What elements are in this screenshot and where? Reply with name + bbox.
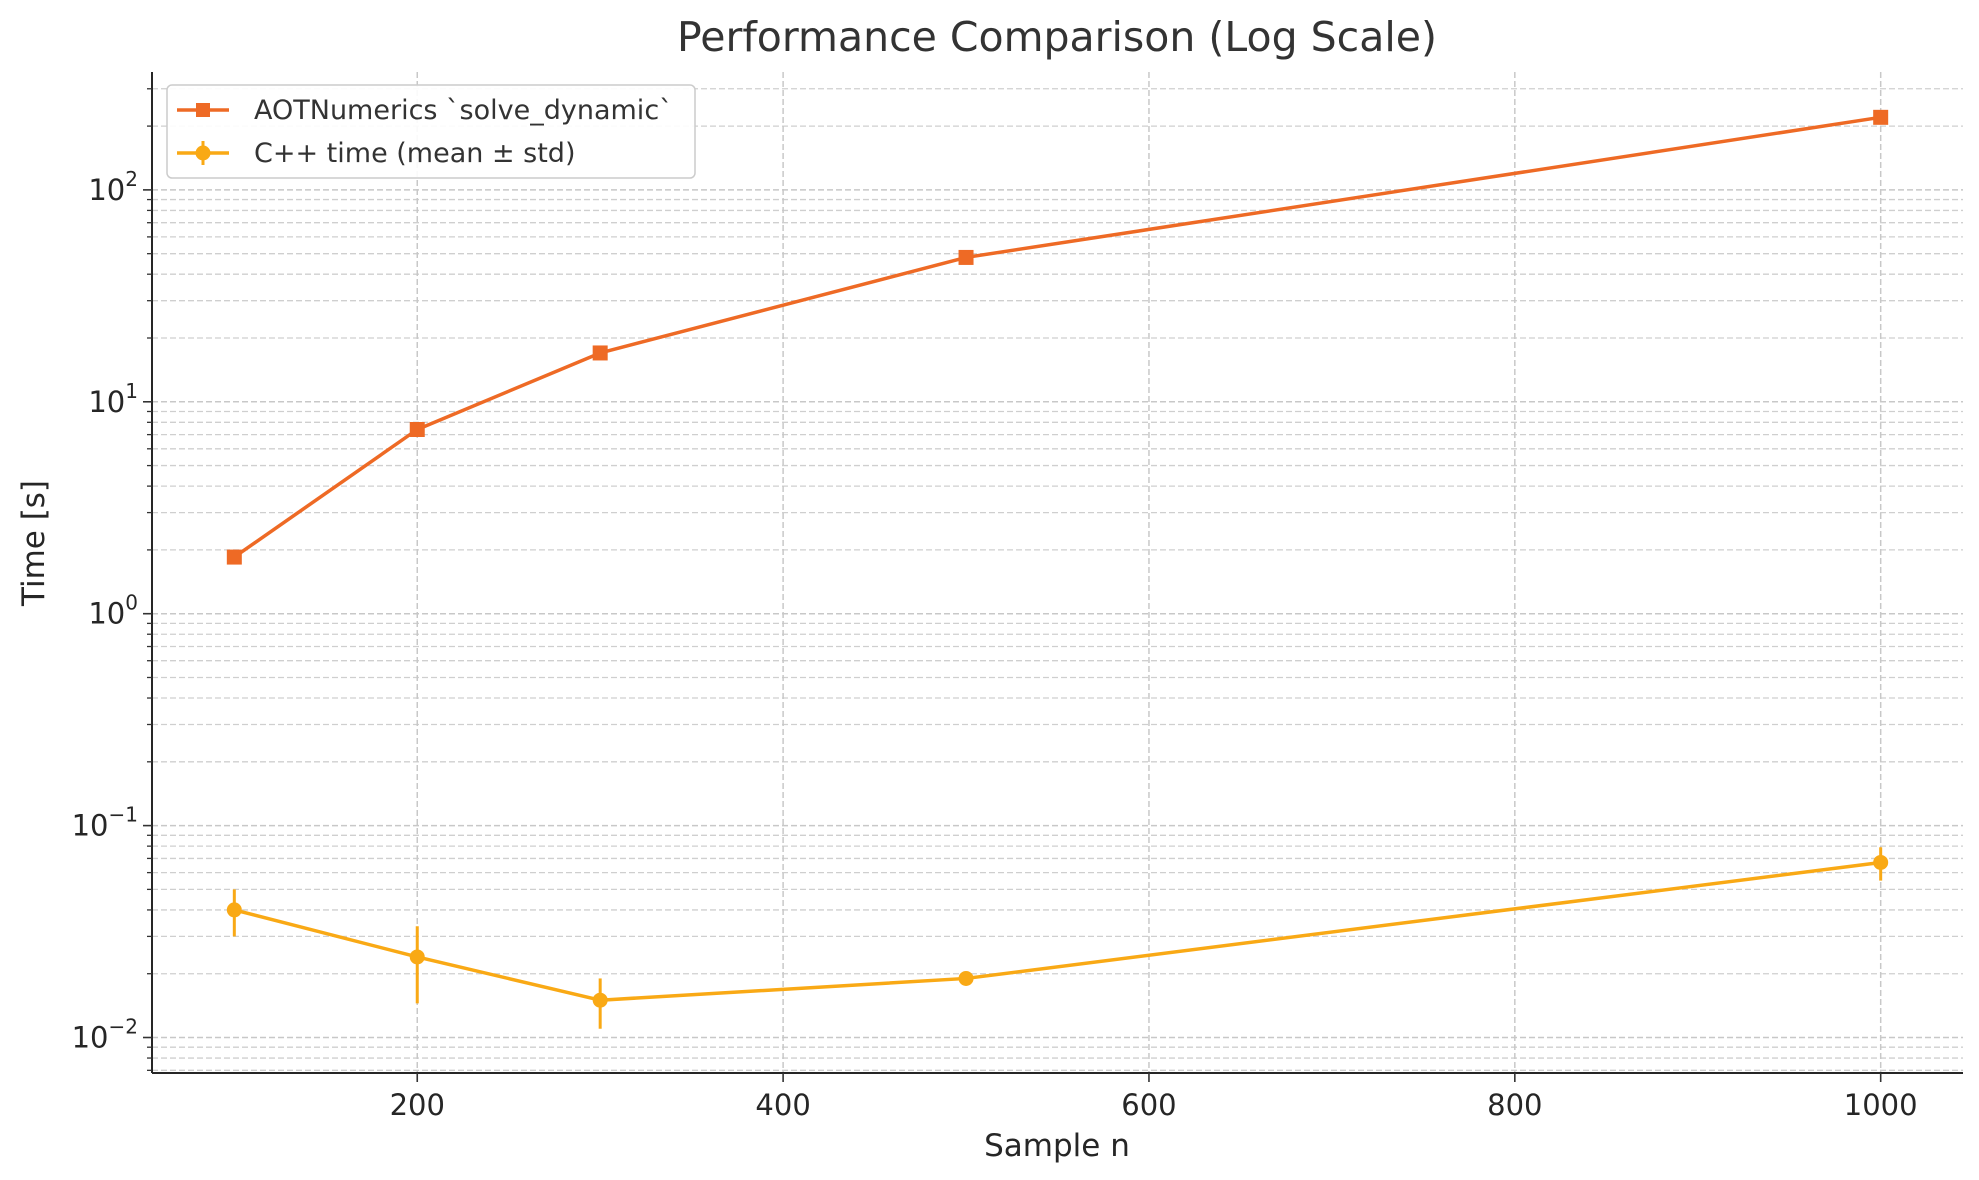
- legend-marker-circle: [195, 145, 211, 161]
- data-point-square: [958, 249, 974, 265]
- legend-label-1: C++ time (mean ± std): [254, 138, 575, 169]
- data-point-circle: [592, 992, 608, 1008]
- x-tick-label: 600: [1121, 1088, 1176, 1122]
- axes-layer: [151, 72, 1963, 1074]
- series-line-0: [233, 115, 1881, 559]
- y-axis-label: Time [s]: [16, 480, 52, 607]
- ticks-layer: 10−2 10−1 100 101 102 200 400 600 800 1000: [72, 88, 1918, 1122]
- grid-layer: [152, 72, 1963, 1073]
- y-tick-label: 100: [88, 591, 138, 631]
- series-line-1: [233, 860, 1881, 1002]
- legend-marker-square: [196, 103, 210, 117]
- data-point-square: [1873, 109, 1889, 125]
- x-tick-label: 1000: [1844, 1088, 1918, 1122]
- y-tick-label: 101: [88, 379, 138, 419]
- data-point-circle: [409, 949, 425, 965]
- chart-title: Performance Comparison (Log Scale): [677, 13, 1437, 61]
- data-point-circle: [226, 902, 242, 918]
- x-tick-label: 800: [1487, 1088, 1542, 1122]
- series-layer: [226, 109, 1889, 1029]
- legend: AOTNumerics `solve_dynamic` C++ time (me…: [166, 84, 696, 179]
- data-point-square: [409, 422, 425, 438]
- y-tick-label: 10−1: [72, 803, 138, 843]
- data-point-square: [226, 549, 242, 565]
- legend-frame: [166, 84, 696, 179]
- y-tick-label: 10−2: [72, 1015, 138, 1055]
- legend-label-0: AOTNumerics `solve_dynamic`: [254, 95, 673, 126]
- data-point-circle: [958, 970, 974, 986]
- data-point-circle: [1873, 854, 1889, 870]
- y-tick-label: 102: [88, 167, 138, 207]
- x-tick-label: 400: [755, 1088, 810, 1122]
- x-tick-label: 200: [390, 1088, 445, 1122]
- data-point-square: [592, 345, 608, 361]
- x-axis-label: Sample n: [984, 1128, 1130, 1164]
